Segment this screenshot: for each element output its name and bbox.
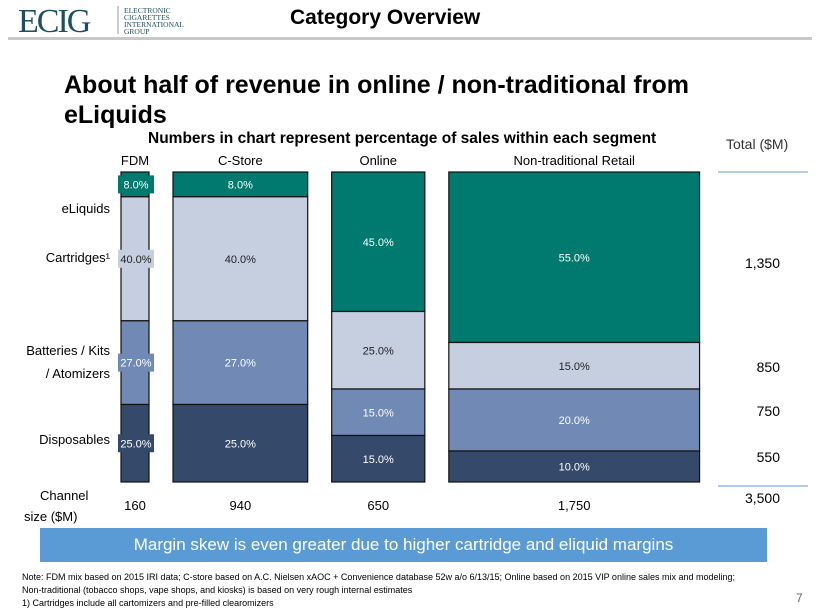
segment-batteries-kits-atomizers — [172, 320, 309, 406]
channel-size-label-title: Channel — [40, 488, 89, 503]
channel-size-label: 1,750 — [558, 498, 591, 513]
segment-eliquids — [448, 171, 701, 344]
segment-value-label: 40.0% — [120, 254, 151, 266]
segment-eliquids — [331, 171, 426, 313]
segment-cartridges- — [448, 341, 701, 390]
segment-value-label: 45.0% — [363, 237, 394, 249]
segment-total: 1,350 — [745, 255, 780, 271]
segment-value-label: 25.0% — [120, 438, 151, 450]
segment-value-label: 10.0% — [559, 462, 590, 474]
segment-label-box — [118, 249, 154, 268]
row-label: Batteries / Kits — [26, 343, 110, 358]
segment-total: 850 — [757, 359, 781, 375]
footnote: Non-traditional (tobacco shops, vape sho… — [22, 585, 413, 595]
svg-text:ECIG: ECIG — [18, 4, 91, 36]
totals-header: Total ($M) — [726, 136, 789, 152]
row-label: / Atomizers — [46, 366, 111, 381]
svg-text:INTERNATIONAL: INTERNATIONAL — [124, 20, 184, 29]
segment-batteries-kits-atomizers — [448, 388, 701, 452]
segment-label-box — [118, 434, 154, 453]
channel-size-label: 940 — [229, 498, 251, 513]
channel-size-label: 650 — [367, 498, 389, 513]
row-label: Cartridges¹ — [46, 250, 111, 265]
header-divider — [8, 37, 812, 40]
svg-text:CIGARETTES: CIGARETTES — [124, 13, 170, 22]
company-logo: ECIG ELECTRONIC CIGARETTES INTERNATIONAL… — [18, 3, 208, 40]
segment-value-label: 25.0% — [363, 345, 394, 357]
column-header: Non-traditional Retail — [513, 153, 635, 168]
segment-value-label: 55.0% — [559, 252, 590, 264]
segment-total: 550 — [757, 449, 781, 465]
column-header: Online — [359, 153, 397, 168]
channel-size-label-title: size ($M) — [24, 509, 77, 524]
segment-total: 750 — [757, 403, 781, 419]
column-header: FDM — [121, 153, 149, 168]
row-label: eLiquids — [62, 201, 111, 216]
svg-text:ELECTRONIC: ELECTRONIC — [124, 6, 171, 15]
row-label: Disposables — [39, 432, 110, 447]
segment-cartridges- — [172, 196, 309, 322]
column-header: C-Store — [218, 153, 263, 168]
segment-value-label: 15.0% — [363, 454, 394, 466]
callout-banner: Margin skew is even greater due to highe… — [40, 528, 767, 562]
segment-value-label: 15.0% — [559, 361, 590, 373]
svg-text:GROUP: GROUP — [124, 27, 149, 36]
segment-value-label: 15.0% — [363, 407, 394, 419]
segment-label-box — [118, 175, 154, 194]
slide-title: About half of revenue in online / non-tr… — [64, 71, 689, 129]
marimekko-chart: eLiquids Cartridges¹ Batteries / Kits / Ato… — [24, 153, 808, 524]
footnote: Note: FDM mix based on 2015 IRI data; C-… — [22, 572, 736, 582]
segment-batteries-kits-atomizers — [331, 388, 426, 437]
segment-value-label: 27.0% — [225, 358, 256, 370]
segment-value-label: 8.0% — [228, 179, 253, 191]
channel-size-label: 160 — [124, 498, 146, 513]
header-title: Category Overview — [290, 6, 481, 29]
segment-label-box — [118, 353, 154, 372]
segment-disposables — [331, 434, 426, 483]
segment-value-label: 8.0% — [123, 179, 148, 191]
segment-disposables — [172, 403, 309, 483]
footnote: 1) Cartridges include all cartomizers an… — [22, 598, 274, 608]
segment-disposables — [448, 450, 701, 483]
segment-value-label: 25.0% — [225, 438, 256, 450]
segment-cartridges- — [331, 310, 426, 390]
page-number: 7 — [796, 591, 803, 605]
chart-subtitle: Numbers in chart represent percentage of… — [148, 130, 657, 147]
grand-total: 3,500 — [745, 490, 780, 506]
segment-value-label: 27.0% — [120, 358, 151, 370]
segment-value-label: 40.0% — [225, 254, 256, 266]
segment-value-label: 20.0% — [559, 415, 590, 427]
